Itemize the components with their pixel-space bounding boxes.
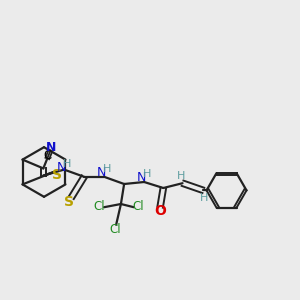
Text: Cl: Cl bbox=[94, 200, 105, 213]
Text: N: N bbox=[57, 161, 66, 174]
Text: N: N bbox=[97, 166, 106, 179]
Text: N: N bbox=[136, 171, 146, 184]
Text: C: C bbox=[43, 149, 51, 162]
Text: H: H bbox=[103, 164, 111, 174]
Text: N: N bbox=[46, 141, 56, 154]
Text: H: H bbox=[200, 193, 209, 202]
Text: H: H bbox=[143, 169, 151, 178]
Text: Cl: Cl bbox=[110, 223, 121, 236]
Text: S: S bbox=[64, 195, 74, 208]
Text: H: H bbox=[177, 171, 185, 181]
Text: O: O bbox=[154, 204, 166, 218]
Text: Cl: Cl bbox=[133, 200, 144, 213]
Text: S: S bbox=[52, 168, 62, 182]
Text: H: H bbox=[63, 159, 71, 169]
